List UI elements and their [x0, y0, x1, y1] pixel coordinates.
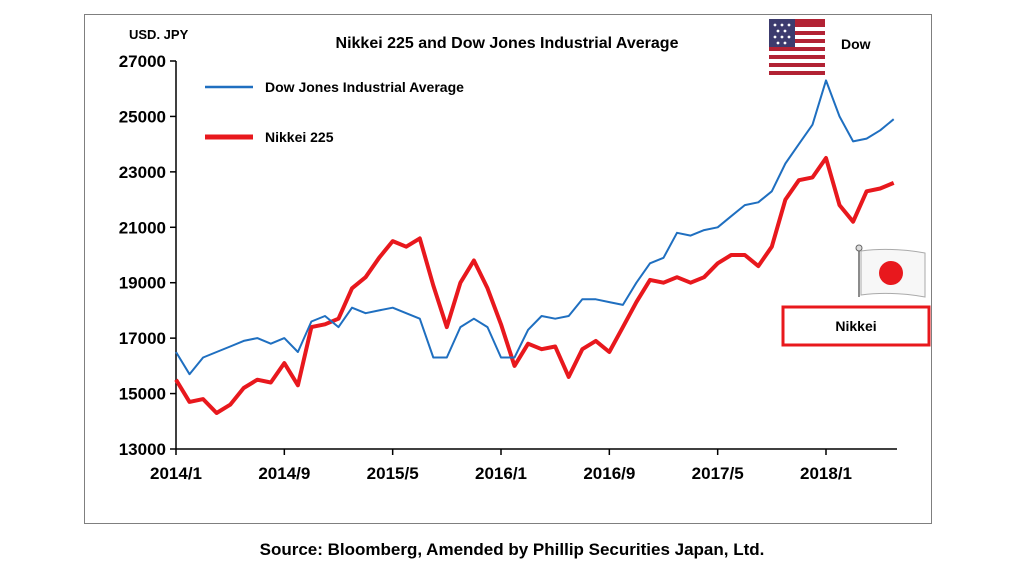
x-tick-label: 2016/9 — [583, 464, 635, 483]
y-tick-label: 21000 — [119, 218, 166, 237]
nikkei-box-label: Nikkei — [835, 318, 876, 334]
nikkei-label-box — [781, 305, 931, 347]
y-tick-label: 17000 — [119, 329, 166, 348]
japan-flag-icon — [855, 244, 926, 298]
legend-nikkei-label: Nikkei 225 — [265, 129, 334, 145]
dow-flag-label: Dow — [841, 36, 871, 52]
x-tick-label: 2014/9 — [258, 464, 310, 483]
chart-frame: USD. JPY Nikkei 225 and Dow Jones Indust… — [84, 14, 932, 524]
legend: Dow Jones Industrial Average Nikkei 225 — [205, 79, 464, 145]
chart-canvas: USD. JPY Nikkei 225 and Dow Jones Indust… — [119, 19, 931, 483]
unit-label: USD. JPY — [129, 27, 189, 42]
source-note: Source: Bloomberg, Amended by Phillip Se… — [259, 540, 765, 559]
y-tick-label: 27000 — [119, 52, 166, 71]
legend-dow-label: Dow Jones Industrial Average — [265, 79, 464, 95]
y-tick-label: 13000 — [119, 440, 166, 459]
nikkei-series-line — [174, 156, 895, 415]
series-layer — [174, 79, 895, 415]
dow-series-line — [175, 79, 895, 376]
y-tick-label: 23000 — [119, 163, 166, 182]
x-tick-group: 2014/1 2014/9 2015/5 2016/1 2016/9 2017/5 2018… — [150, 449, 852, 483]
y-tick-label: 15000 — [119, 385, 166, 404]
y-tick-label: 19000 — [119, 274, 166, 293]
chart-title: Nikkei 225 and Dow Jones Industrial Aver… — [336, 35, 679, 52]
x-tick-label: 2018/1 — [800, 464, 852, 483]
x-tick-label: 2014/1 — [150, 464, 202, 483]
us-flag-icon — [769, 19, 825, 75]
x-tick-label: 2017/5 — [692, 464, 744, 483]
x-tick-label: 2015/5 — [367, 464, 419, 483]
y-tick-label: 25000 — [119, 107, 166, 126]
x-tick-label: 2016/1 — [475, 464, 527, 483]
y-tick-group: 13000 15000 17000 19000 21000 23000 25000 27000 — [119, 52, 176, 459]
